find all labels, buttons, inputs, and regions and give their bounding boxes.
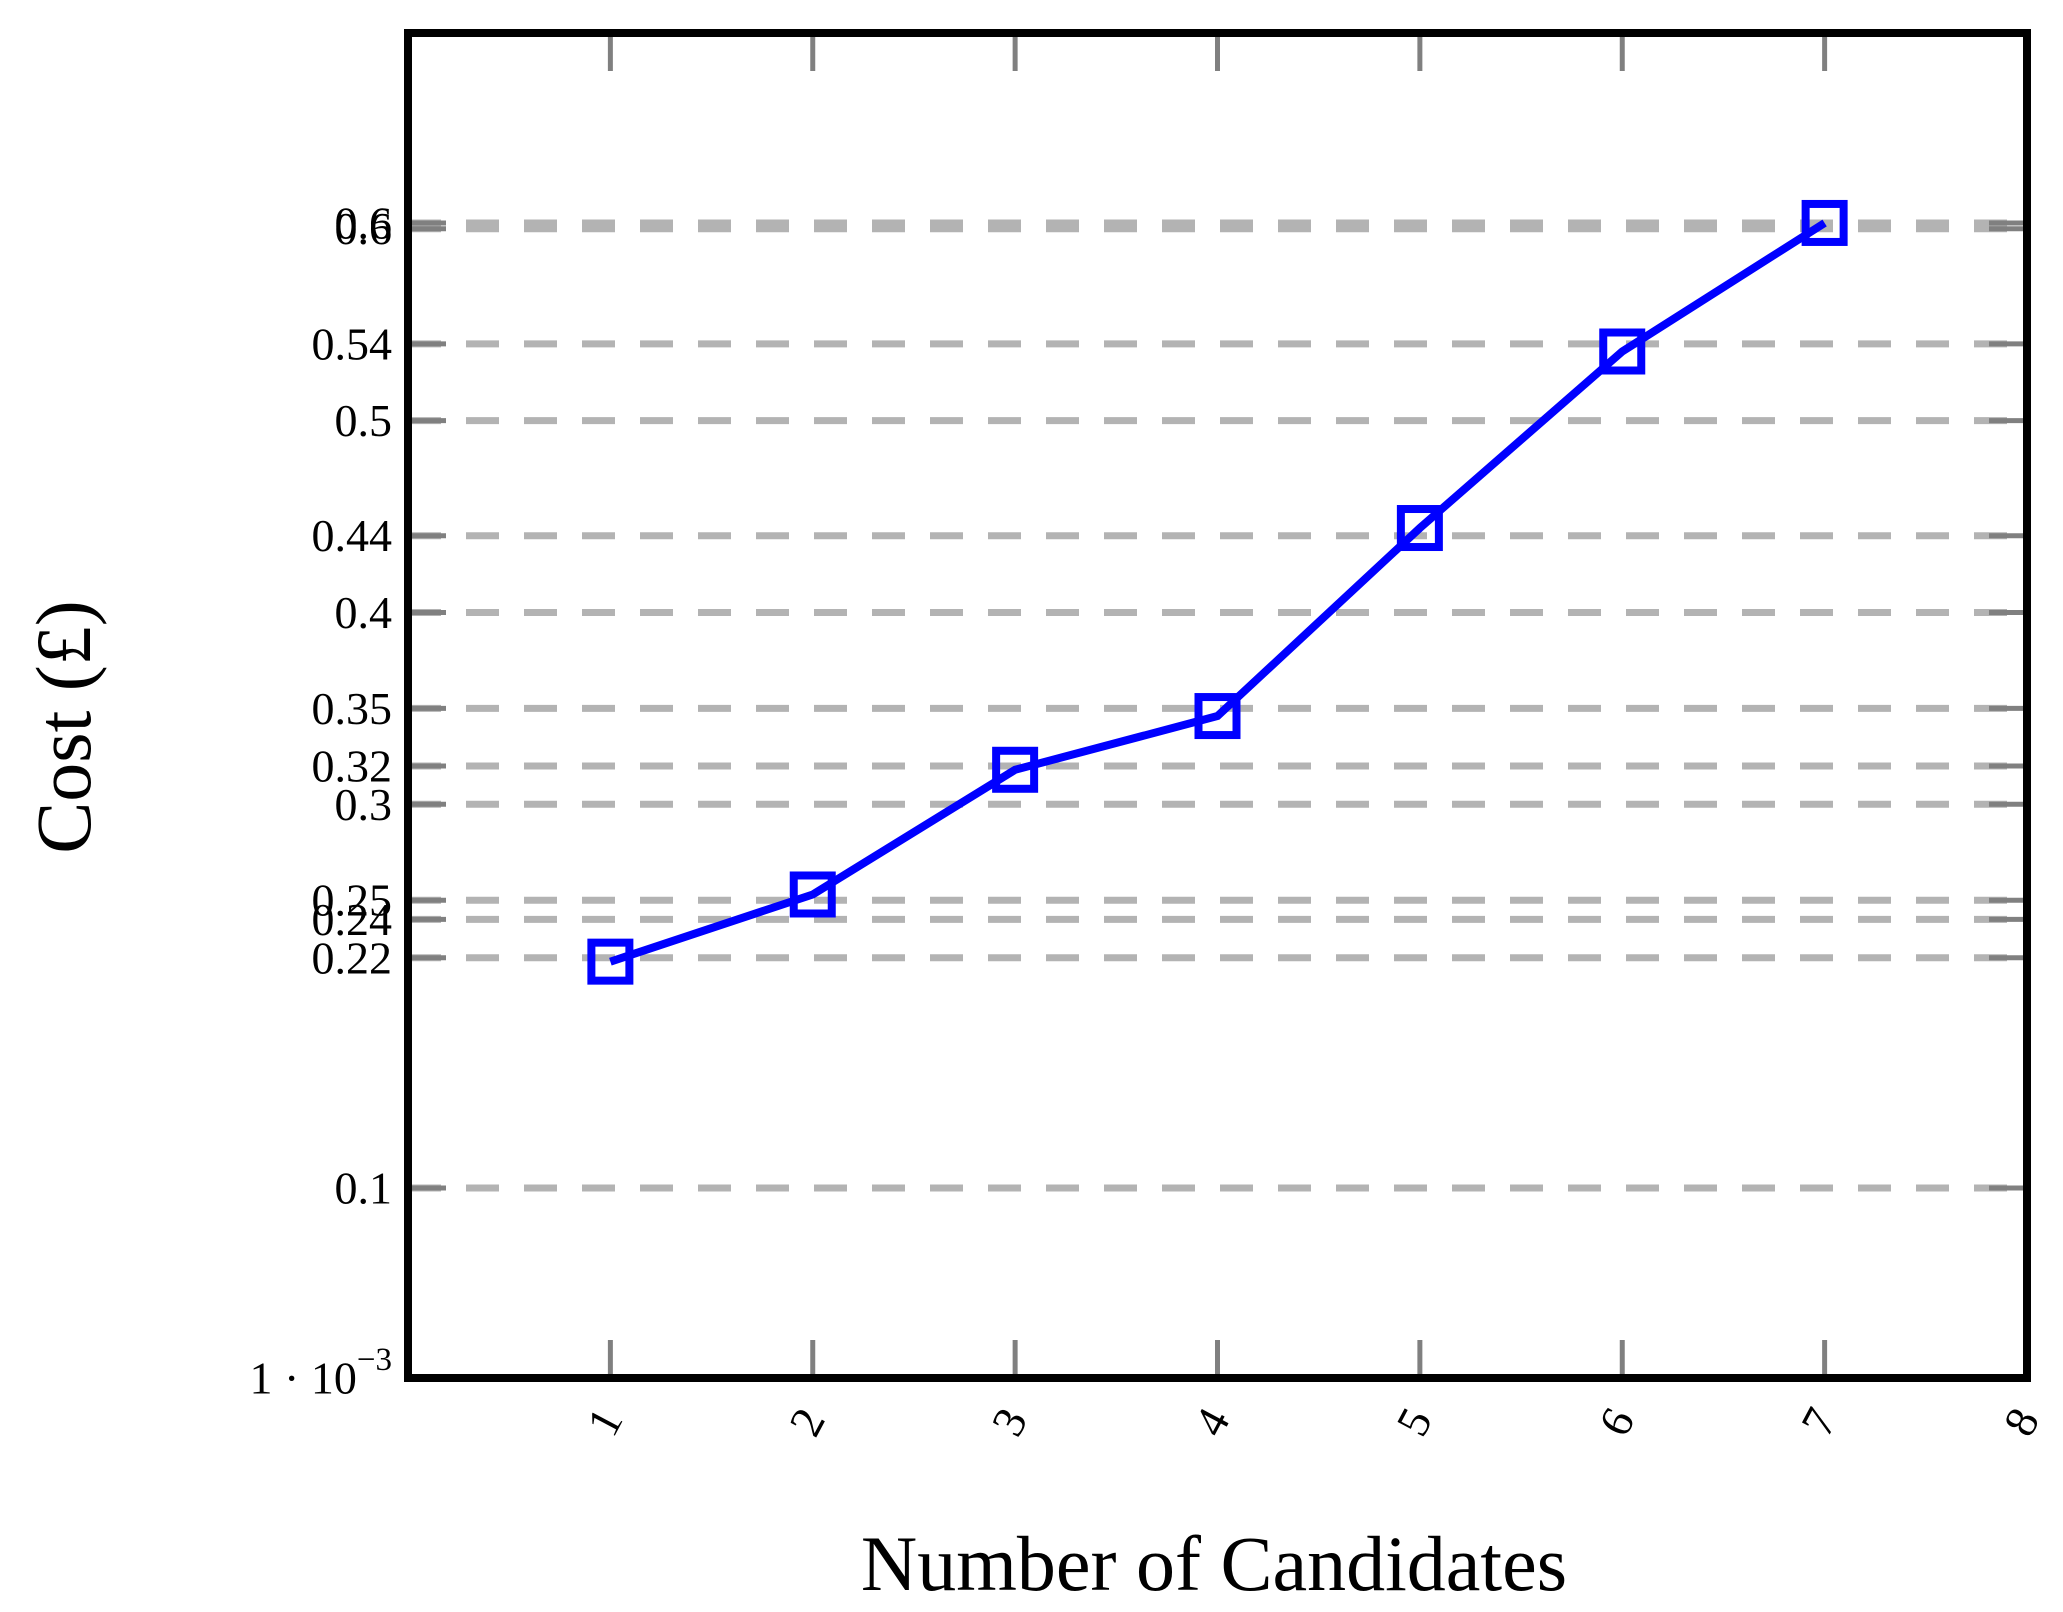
x-tick-label: 7 (1791, 1400, 1847, 1444)
data-point-marker (1396, 505, 1443, 552)
x-tick-label: 4 (1184, 1400, 1240, 1444)
x-tick-label: 1 (577, 1400, 633, 1444)
x-axis-title: Number of Candidates (861, 1520, 1567, 1607)
y-tick-label: 0.6 (335, 203, 393, 254)
data-series (587, 199, 1848, 985)
y-tick-label: 1 · 10−3 (250, 1342, 392, 1404)
plot-frame (404, 29, 2031, 1382)
tick-labels: 1 · 10−3 0.1 0.220.240.25 0.30.32 0.35 0.4 0.4… (250, 197, 2050, 1444)
y-tick-label: 0.6 (335, 197, 393, 248)
y-tick-label: 0.44 (312, 510, 393, 561)
x-tick-label: 2 (779, 1400, 835, 1444)
data-point-marker (992, 746, 1039, 793)
y-tick-label: 0.25 (312, 875, 393, 926)
y-tick-label: 0.32 (312, 740, 393, 791)
x-tick-label: 8 (1993, 1400, 2049, 1444)
y-tick-label: 0.22 (312, 932, 393, 983)
y-tick-label: 0.24 (312, 894, 393, 945)
data-point-marker (1801, 199, 1848, 246)
x-tick-label: 5 (1386, 1400, 1442, 1444)
gridlines (408, 219, 2027, 1192)
y-tick-label: 0.1 (335, 1163, 393, 1214)
data-point-marker (789, 871, 836, 918)
cost-line (609, 219, 1827, 966)
data-point-marker (1194, 693, 1241, 740)
data-point-marker (1599, 328, 1646, 375)
x-tick-label: 3 (981, 1400, 1037, 1444)
y-tick-label: 0.54 (312, 318, 393, 369)
y-axis-title: Cost (£) (20, 600, 107, 854)
tick-marks (408, 33, 2030, 1378)
y-tick-label: 0.35 (312, 683, 393, 734)
y-tick-label: 0.4 (335, 587, 393, 638)
y-tick-label: 0.3 (335, 779, 393, 830)
x-tick-label: 6 (1589, 1400, 1645, 1444)
data-point-marker (587, 938, 634, 985)
y-tick-label: 0.5 (335, 395, 393, 446)
